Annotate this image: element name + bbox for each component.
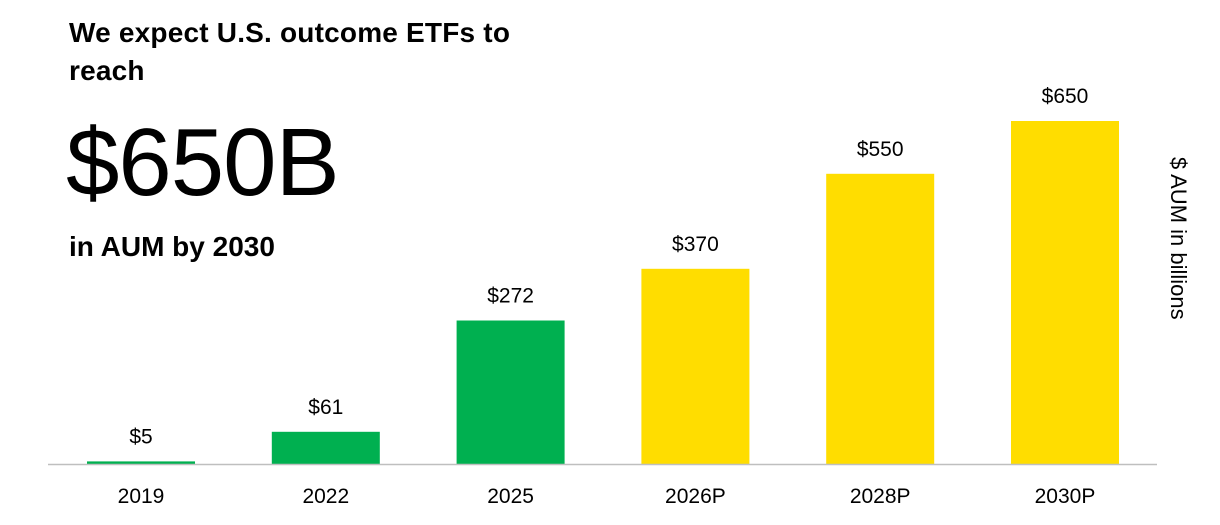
- x-tick-label-2026p: 2026P: [665, 485, 726, 508]
- x-tick-label-2022: 2022: [302, 485, 349, 508]
- headline-subtitle: in AUM by 2030: [69, 231, 275, 262]
- data-label-2019: $5: [129, 425, 152, 448]
- bar-2026p: [641, 268, 750, 464]
- x-tick-label-2019: 2019: [118, 485, 165, 508]
- x-tick-group: 2019 2022 2025 2026P 2028P 2030P: [118, 485, 1096, 508]
- data-label-group: $5 $61 $272 $370 $550 $650: [129, 85, 1088, 448]
- x-tick-label-2028p: 2028P: [850, 485, 911, 508]
- data-label-2026p: $370: [672, 233, 719, 256]
- bar-2019: [87, 461, 195, 464]
- data-label-2022: $61: [308, 396, 343, 419]
- data-label-2028p: $550: [857, 138, 904, 161]
- headline-figure: $650B: [66, 109, 340, 216]
- y-axis-label: $ AUM in billions: [1166, 157, 1191, 320]
- data-label-2030p: $650: [1042, 85, 1089, 108]
- bar-group: [87, 121, 1119, 465]
- data-label-2025: $272: [487, 285, 534, 308]
- chart-headline: We expect U.S. outcome ETFs to reach: [69, 17, 511, 86]
- bar-2028p: [826, 173, 935, 465]
- bar-2022: [271, 431, 380, 464]
- x-tick-label-2030p: 2030P: [1035, 485, 1096, 508]
- x-tick-label-2025: 2025: [487, 485, 534, 508]
- bar-2025: [456, 320, 565, 464]
- bar-2030p: [1011, 121, 1119, 464]
